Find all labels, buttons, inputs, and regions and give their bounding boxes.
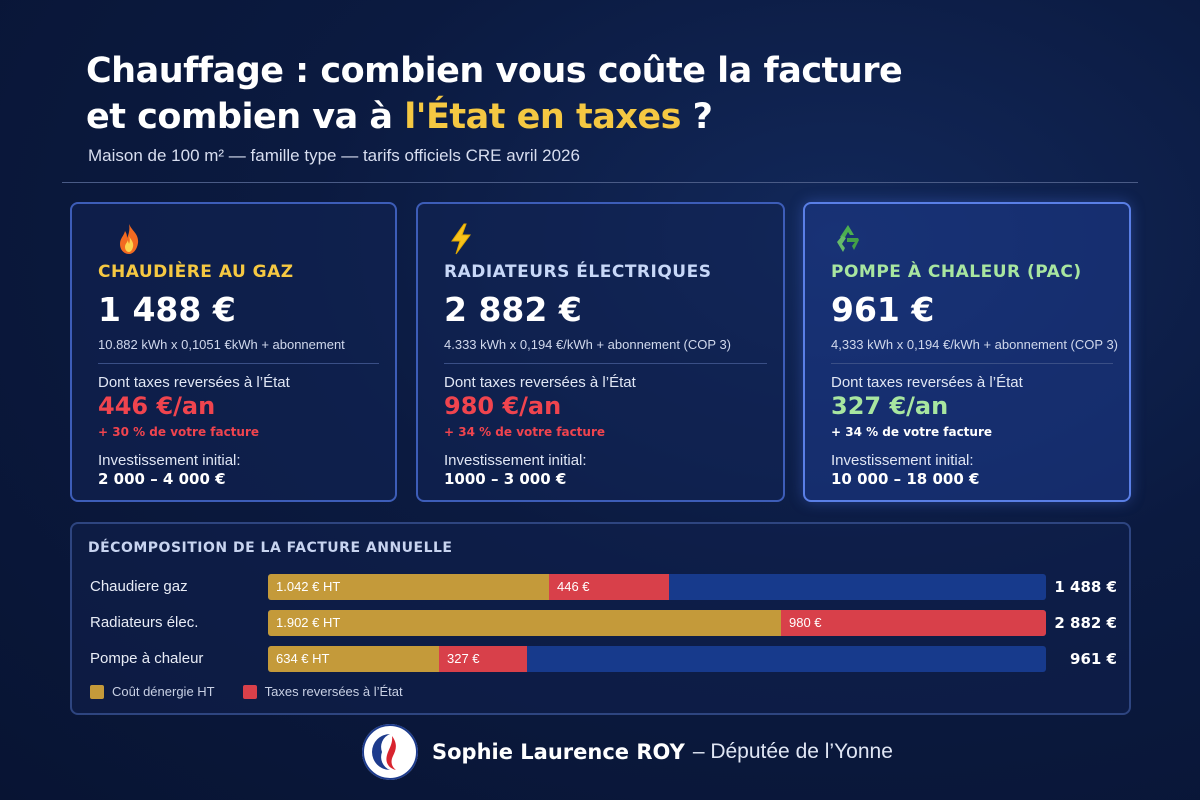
investment-value: 2 000 – 4 000 € — [98, 470, 226, 488]
legend-swatch-taxes — [242, 684, 257, 699]
header-divider — [62, 182, 1138, 183]
legend-label-taxes: Taxes reversées à l’État — [264, 684, 403, 699]
lightning-icon — [451, 223, 471, 255]
chart-data-label-taxes: 327 € — [447, 651, 480, 666]
chart-legend: Coût dénergie HT Taxes reversées à l’Éta… — [90, 684, 431, 699]
tax-percentage: + 34 % de votre facture — [831, 425, 993, 439]
card-formula: 10.882 kWh x 0,1051 €kWh + abonnement — [98, 337, 345, 352]
chart-bar-track: 1.042 € HT 446 € — [268, 574, 1046, 600]
chart-category-label: Pompe à chaleur — [90, 650, 204, 667]
chart-data-label-energy: 634 € HT — [276, 651, 330, 666]
chart-category-label: Radiateurs élec. — [90, 614, 199, 631]
tax-percentage: + 34 % de votre facture — [444, 425, 606, 439]
card-electric-radiators: RADIATEURS ÉLECTRIQUES 2 882 € 4.333 kWh… — [416, 202, 785, 502]
investment-label: Investissement initial: — [444, 452, 587, 469]
chart-title: DÉCOMPOSITION DE LA FACTURE ANNUELLE — [88, 540, 453, 556]
card-formula: 4,333 kWh x 0,194 €/kWh + abonnement (CO… — [831, 337, 1118, 352]
investment-value: 10 000 – 18 000 € — [831, 470, 980, 488]
author-role: – Députée de l’Yonne — [692, 740, 893, 763]
page-title: Chauffage : combien vous coûte la factur… — [86, 48, 1086, 140]
investment-label: Investissement initial: — [831, 452, 974, 469]
chart-bar-energy-cost — [268, 610, 781, 636]
chart-data-label-energy: 1.042 € HT — [276, 579, 341, 594]
chart-row-total: 2 882 € — [1054, 614, 1117, 632]
card-price: 1 488 € — [98, 290, 236, 329]
title-line-1: Chauffage : combien vous coûte la factur… — [86, 51, 903, 91]
footer-signature: Sophie Laurence ROY – Députée de l’Yonne — [360, 722, 893, 782]
investment-label: Investissement initial: — [98, 452, 241, 469]
tax-value: 327 €/an — [831, 392, 949, 420]
tax-percentage: + 30 % de votre facture — [98, 425, 260, 439]
chart-row-total: 961 € — [1070, 650, 1117, 668]
title-line-2: et combien va à l'État en taxes ? — [86, 94, 1086, 140]
card-price: 2 882 € — [444, 290, 582, 329]
card-gas-boiler: CHAUDIÈRE AU GAZ 1 488 € 10.882 kWh x 0,… — [70, 202, 397, 502]
chart-bar-energy-cost — [268, 574, 549, 600]
card-separator — [444, 363, 767, 364]
investment-value: 1000 – 3 000 € — [444, 470, 567, 488]
tax-label: Dont taxes reversées à l’État — [444, 374, 636, 391]
chart-bar-taxes — [549, 574, 669, 600]
bill-breakdown-chart: DÉCOMPOSITION DE LA FACTURE ANNUELLE Coû… — [70, 522, 1131, 715]
tax-label: Dont taxes reversées à l’État — [98, 374, 290, 391]
chart-row-total: 1 488 € — [1054, 578, 1117, 596]
card-title: CHAUDIÈRE AU GAZ — [98, 262, 294, 282]
chart-bar-taxes — [439, 646, 527, 672]
legend-swatch-energy — [90, 684, 104, 699]
card-separator — [98, 363, 379, 364]
card-title: POMPE À CHALEUR (PAC) — [831, 262, 1082, 282]
party-logo-icon — [362, 724, 418, 780]
page-subtitle: Maison de 100 m² — famille type — tarifs… — [88, 146, 580, 165]
tax-value: 446 €/an — [98, 392, 216, 420]
title-highlight: l'État en taxes — [404, 97, 681, 137]
chart-bar-taxes — [781, 610, 1046, 636]
flame-icon — [120, 224, 139, 254]
legend-label-energy: Coût dénergie HT — [112, 684, 215, 699]
recycle-icon — [837, 225, 859, 252]
author-name: Sophie Laurence ROY — [432, 740, 685, 764]
chart-bar-track: 1.902 € HT 980 € — [268, 610, 1046, 636]
chart-category-label: Chaudiere gaz — [90, 578, 188, 595]
card-formula: 4.333 kWh x 0,194 €/kWh + abonnement (CO… — [444, 337, 731, 352]
card-price: 961 € — [831, 290, 935, 329]
chart-data-label-taxes: 446 € — [557, 579, 590, 594]
title-line-2-prefix: et combien va à — [86, 97, 405, 137]
chart-bar-track: 634 € HT 327 € — [268, 646, 1046, 672]
chart-bar-energy-cost — [268, 646, 439, 672]
tax-value: 980 €/an — [444, 392, 562, 420]
card-separator — [831, 363, 1113, 364]
title-line-2-suffix: ? — [680, 97, 713, 137]
chart-data-label-taxes: 980 € — [789, 615, 822, 630]
card-heat-pump: POMPE À CHALEUR (PAC) 961 € 4,333 kWh x … — [803, 202, 1131, 502]
tax-label: Dont taxes reversées à l’État — [831, 374, 1023, 391]
card-title: RADIATEURS ÉLECTRIQUES — [444, 262, 712, 282]
chart-data-label-energy: 1.902 € HT — [276, 615, 341, 630]
